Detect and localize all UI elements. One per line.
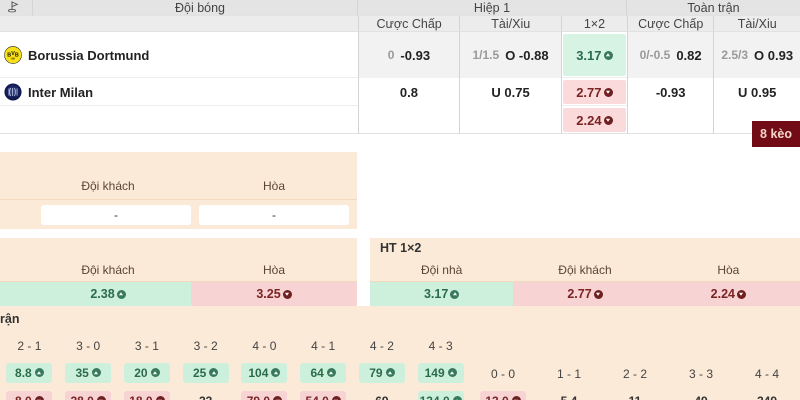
svg-text:09: 09 <box>11 56 15 60</box>
svg-text:B: B <box>15 53 19 59</box>
svg-text:B: B <box>7 53 11 59</box>
